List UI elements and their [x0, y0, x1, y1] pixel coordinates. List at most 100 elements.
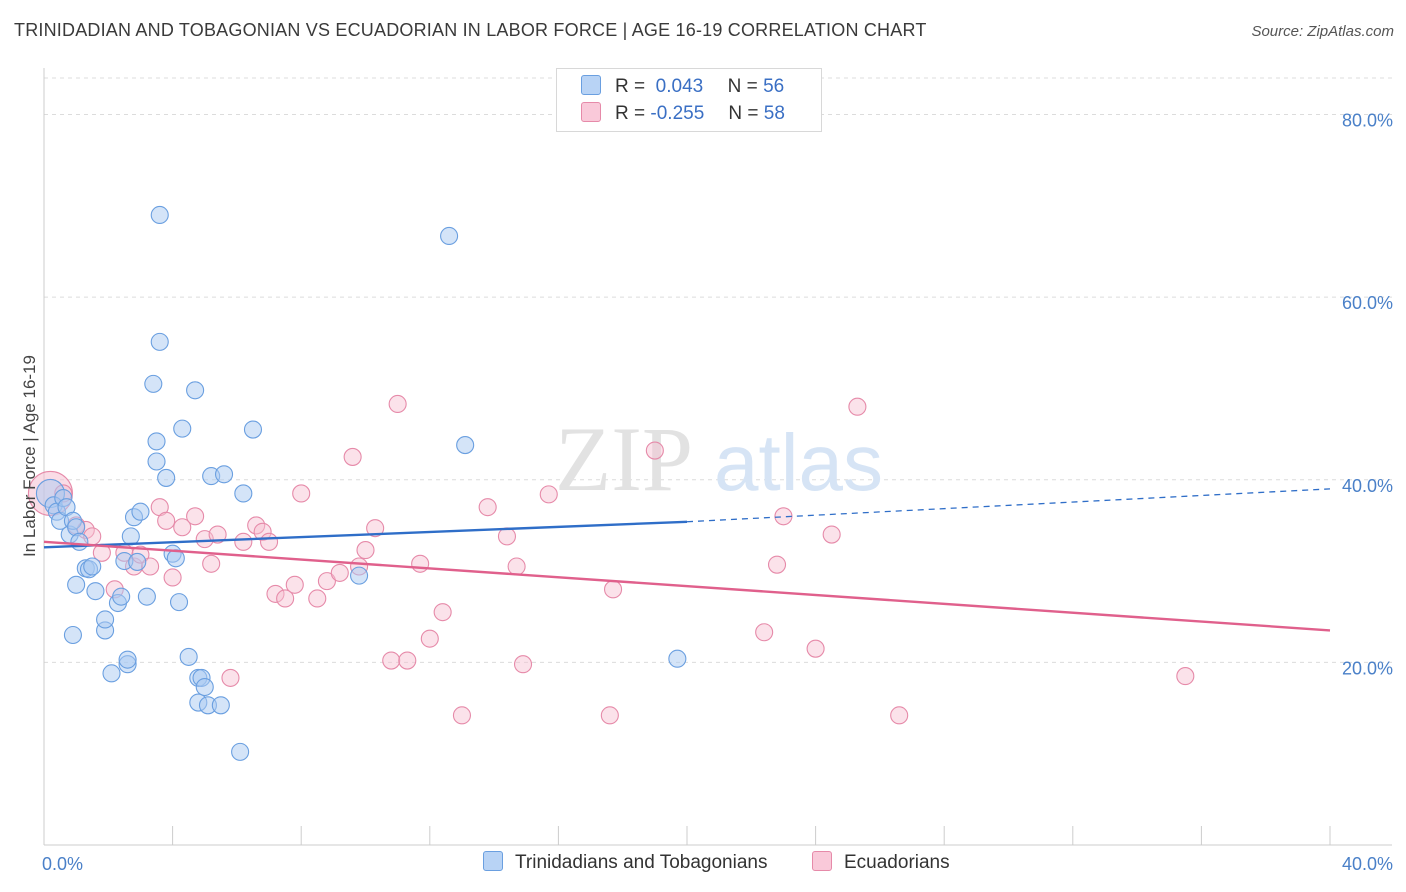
point-ecuadorians: [285, 575, 304, 594]
x-tick-label: 40.0%: [1342, 854, 1393, 874]
legend-row-trinidadians: R = 0.043 N = 56: [581, 75, 784, 99]
point-trinidadians: [214, 465, 234, 484]
point-trinidadians: [147, 432, 166, 451]
point-trinidadians: [234, 484, 253, 503]
point-ecuadorians: [507, 557, 526, 576]
point-ecuadorians: [497, 527, 517, 546]
point-trinidadians: [668, 649, 687, 668]
point-ecuadorians: [382, 651, 401, 670]
point-ecuadorians: [221, 668, 240, 687]
point-trinidadians: [147, 452, 166, 471]
legend-n-value: 58: [763, 103, 785, 124]
point-ecuadorians: [292, 484, 311, 503]
y-axis-label: In Labor Force | Age 16-19: [20, 355, 39, 557]
point-trinidadians: [67, 575, 86, 594]
point-ecuadorians: [163, 568, 182, 587]
legend-n-label: N =: [728, 103, 759, 124]
point-trinidadians: [456, 436, 475, 455]
point-trinidadians: [63, 625, 82, 645]
point-trinidadians: [67, 518, 86, 537]
point-ecuadorians: [411, 554, 430, 573]
point-ecuadorians: [822, 525, 841, 544]
point-trinidadians: [83, 557, 102, 576]
point-trinidadians: [70, 532, 89, 551]
y-tick-labels: 20.0% 40.0% 60.0% 80.0%: [1342, 111, 1393, 679]
point-ecuadorians: [420, 629, 439, 648]
point-ecuadorians: [388, 394, 407, 414]
point-trinidadians: [186, 381, 205, 400]
point-trinidadians: [243, 420, 263, 439]
legend-swatch-pink: [581, 102, 601, 122]
point-ecuadorians: [173, 518, 192, 537]
point-trinidadians: [440, 226, 459, 246]
point-ecuadorians: [604, 580, 623, 599]
point-ecuadorians: [186, 507, 205, 526]
point-trinidadians: [86, 582, 105, 601]
point-trinidadians: [121, 527, 140, 546]
stats-legend: R = 0.043 N = 56 R = -0.255 N = 58: [556, 68, 822, 132]
point-ecuadorians: [208, 525, 227, 544]
legend-n-label: N =: [727, 76, 758, 97]
bottom-legend-swatch-pink: [812, 851, 832, 871]
bottom-legend-ecuadorians: Ecuadorians: [812, 851, 950, 874]
point-ecuadorians: [266, 584, 285, 603]
point-ecuadorians: [774, 507, 793, 526]
watermark-zip: ZIP: [555, 408, 693, 510]
point-trinidadians: [157, 468, 176, 487]
x-tick-labels: 0.0% 40.0%: [42, 854, 1393, 874]
y-tick-label: 60.0%: [1342, 293, 1393, 313]
point-ecuadorians: [276, 589, 295, 608]
point-ecuadorians: [234, 532, 253, 551]
bottom-legend: Trinidadians and Tobagonians Ecuadorians: [0, 851, 1406, 877]
point-ecuadorians: [317, 572, 336, 591]
point-trinidadians: [195, 677, 214, 697]
legend-row-ecuadorians: R = -0.255 N = 58: [581, 102, 785, 126]
point-ecuadorians: [202, 554, 221, 573]
point-ecuadorians: [356, 541, 375, 560]
bottom-legend-swatch-blue: [483, 851, 503, 871]
trend-lines: [43, 488, 1331, 632]
point-ecuadorians: [259, 532, 279, 551]
point-ecuadorians: [157, 511, 176, 530]
legend-swatch-blue: [581, 75, 601, 95]
point-trinidadians: [118, 650, 137, 669]
point-trinidadians: [150, 205, 169, 225]
bottom-legend-trinidadians: Trinidadians and Tobagonians: [483, 851, 767, 874]
watermark: ZIP atlas: [555, 408, 883, 510]
watermark-atlas: atlas: [714, 418, 883, 507]
point-ecuadorians: [330, 563, 349, 582]
point-ecuadorians: [600, 706, 619, 725]
trend-line-trinidadians-extension: [686, 488, 1331, 523]
point-ecuadorians: [308, 589, 327, 608]
point-ecuadorians: [398, 651, 417, 670]
point-ecuadorians: [433, 603, 452, 622]
point-trinidadians: [112, 587, 131, 606]
legend-r-label: R =: [615, 76, 646, 97]
trend-line-trinidadians: [43, 520, 688, 549]
point-trinidadians: [169, 593, 189, 612]
point-ecuadorians: [767, 555, 787, 574]
bottom-legend-label: Ecuadorians: [844, 852, 950, 873]
point-trinidadians: [137, 587, 156, 606]
point-ecuadorians: [890, 706, 909, 725]
legend-r-label: R =: [615, 103, 646, 124]
point-trinidadians: [173, 419, 192, 438]
point-trinidadians: [144, 374, 163, 393]
point-ecuadorians: [539, 485, 558, 504]
point-ecuadorians: [806, 639, 825, 658]
trend-line-ecuadorians: [43, 540, 1331, 632]
point-ecuadorians: [343, 447, 362, 466]
x-tick-label: 0.0%: [42, 854, 83, 874]
point-ecuadorians: [253, 522, 272, 541]
point-trinidadians: [231, 742, 250, 761]
point-ecuadorians: [513, 655, 533, 674]
axes: [43, 68, 1392, 846]
y-tick-label: 20.0%: [1342, 658, 1393, 678]
point-trinidadians: [128, 552, 147, 571]
point-ecuadorians: [645, 441, 664, 460]
point-ecuadorians: [452, 706, 472, 725]
y-tick-label: 80.0%: [1342, 111, 1393, 131]
point-trinidadians: [350, 566, 369, 585]
point-ecuadorians: [848, 397, 867, 416]
